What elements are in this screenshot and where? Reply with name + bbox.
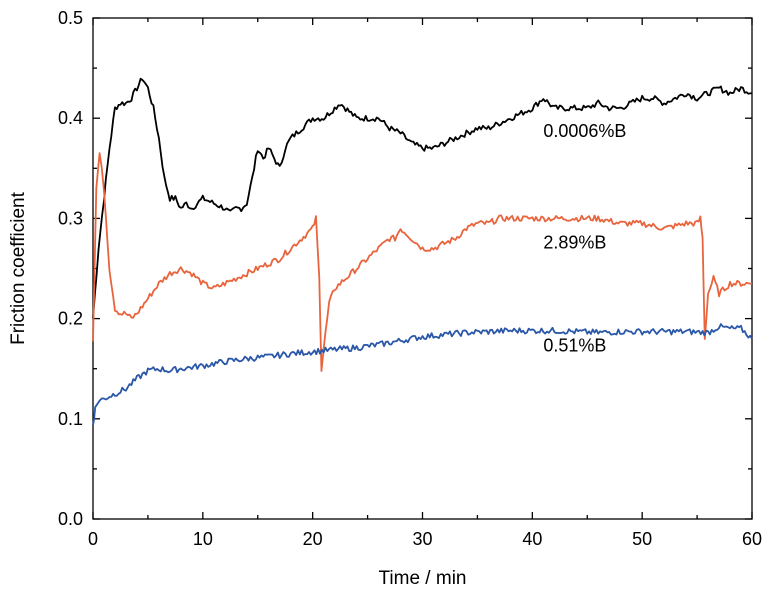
x-tick-label: 10 <box>193 529 213 549</box>
series-labels: 0.0006%B 2.89%B 0.51%B <box>543 121 626 355</box>
series-line <box>92 152 753 372</box>
x-tick-label: 50 <box>632 529 652 549</box>
y-axis-label: Friction coefficient <box>8 191 29 344</box>
series-line <box>92 77 753 319</box>
y-tick-label: 0.1 <box>58 409 83 429</box>
x-tick-label: 20 <box>303 529 323 549</box>
y-tick-label: 0.3 <box>58 208 83 228</box>
x-tick-label: 30 <box>412 529 432 549</box>
axis-ticks <box>92 17 753 520</box>
series-label: 2.89%B <box>543 232 606 252</box>
y-tick-label: 0.2 <box>58 309 83 329</box>
x-tick-label: 0 <box>88 529 98 549</box>
x-axis-label: Time / min <box>379 568 467 589</box>
y-tick-label: 0.5 <box>58 8 83 28</box>
y-tick-label: 0.0 <box>58 509 83 529</box>
series-label: 0.0006%B <box>543 121 626 141</box>
x-tick-label: 40 <box>522 529 542 549</box>
plot-frame <box>92 17 753 520</box>
x-tick-label: 60 <box>742 529 762 549</box>
series-line <box>92 323 753 426</box>
y-tick-label: 0.4 <box>58 108 83 128</box>
series-lines <box>92 77 753 426</box>
tick-labels: 0 10 20 30 40 50 60 0.0 0.1 0.2 0.3 0.4 0.5 <box>58 8 762 549</box>
series-label: 0.51%B <box>543 336 606 356</box>
